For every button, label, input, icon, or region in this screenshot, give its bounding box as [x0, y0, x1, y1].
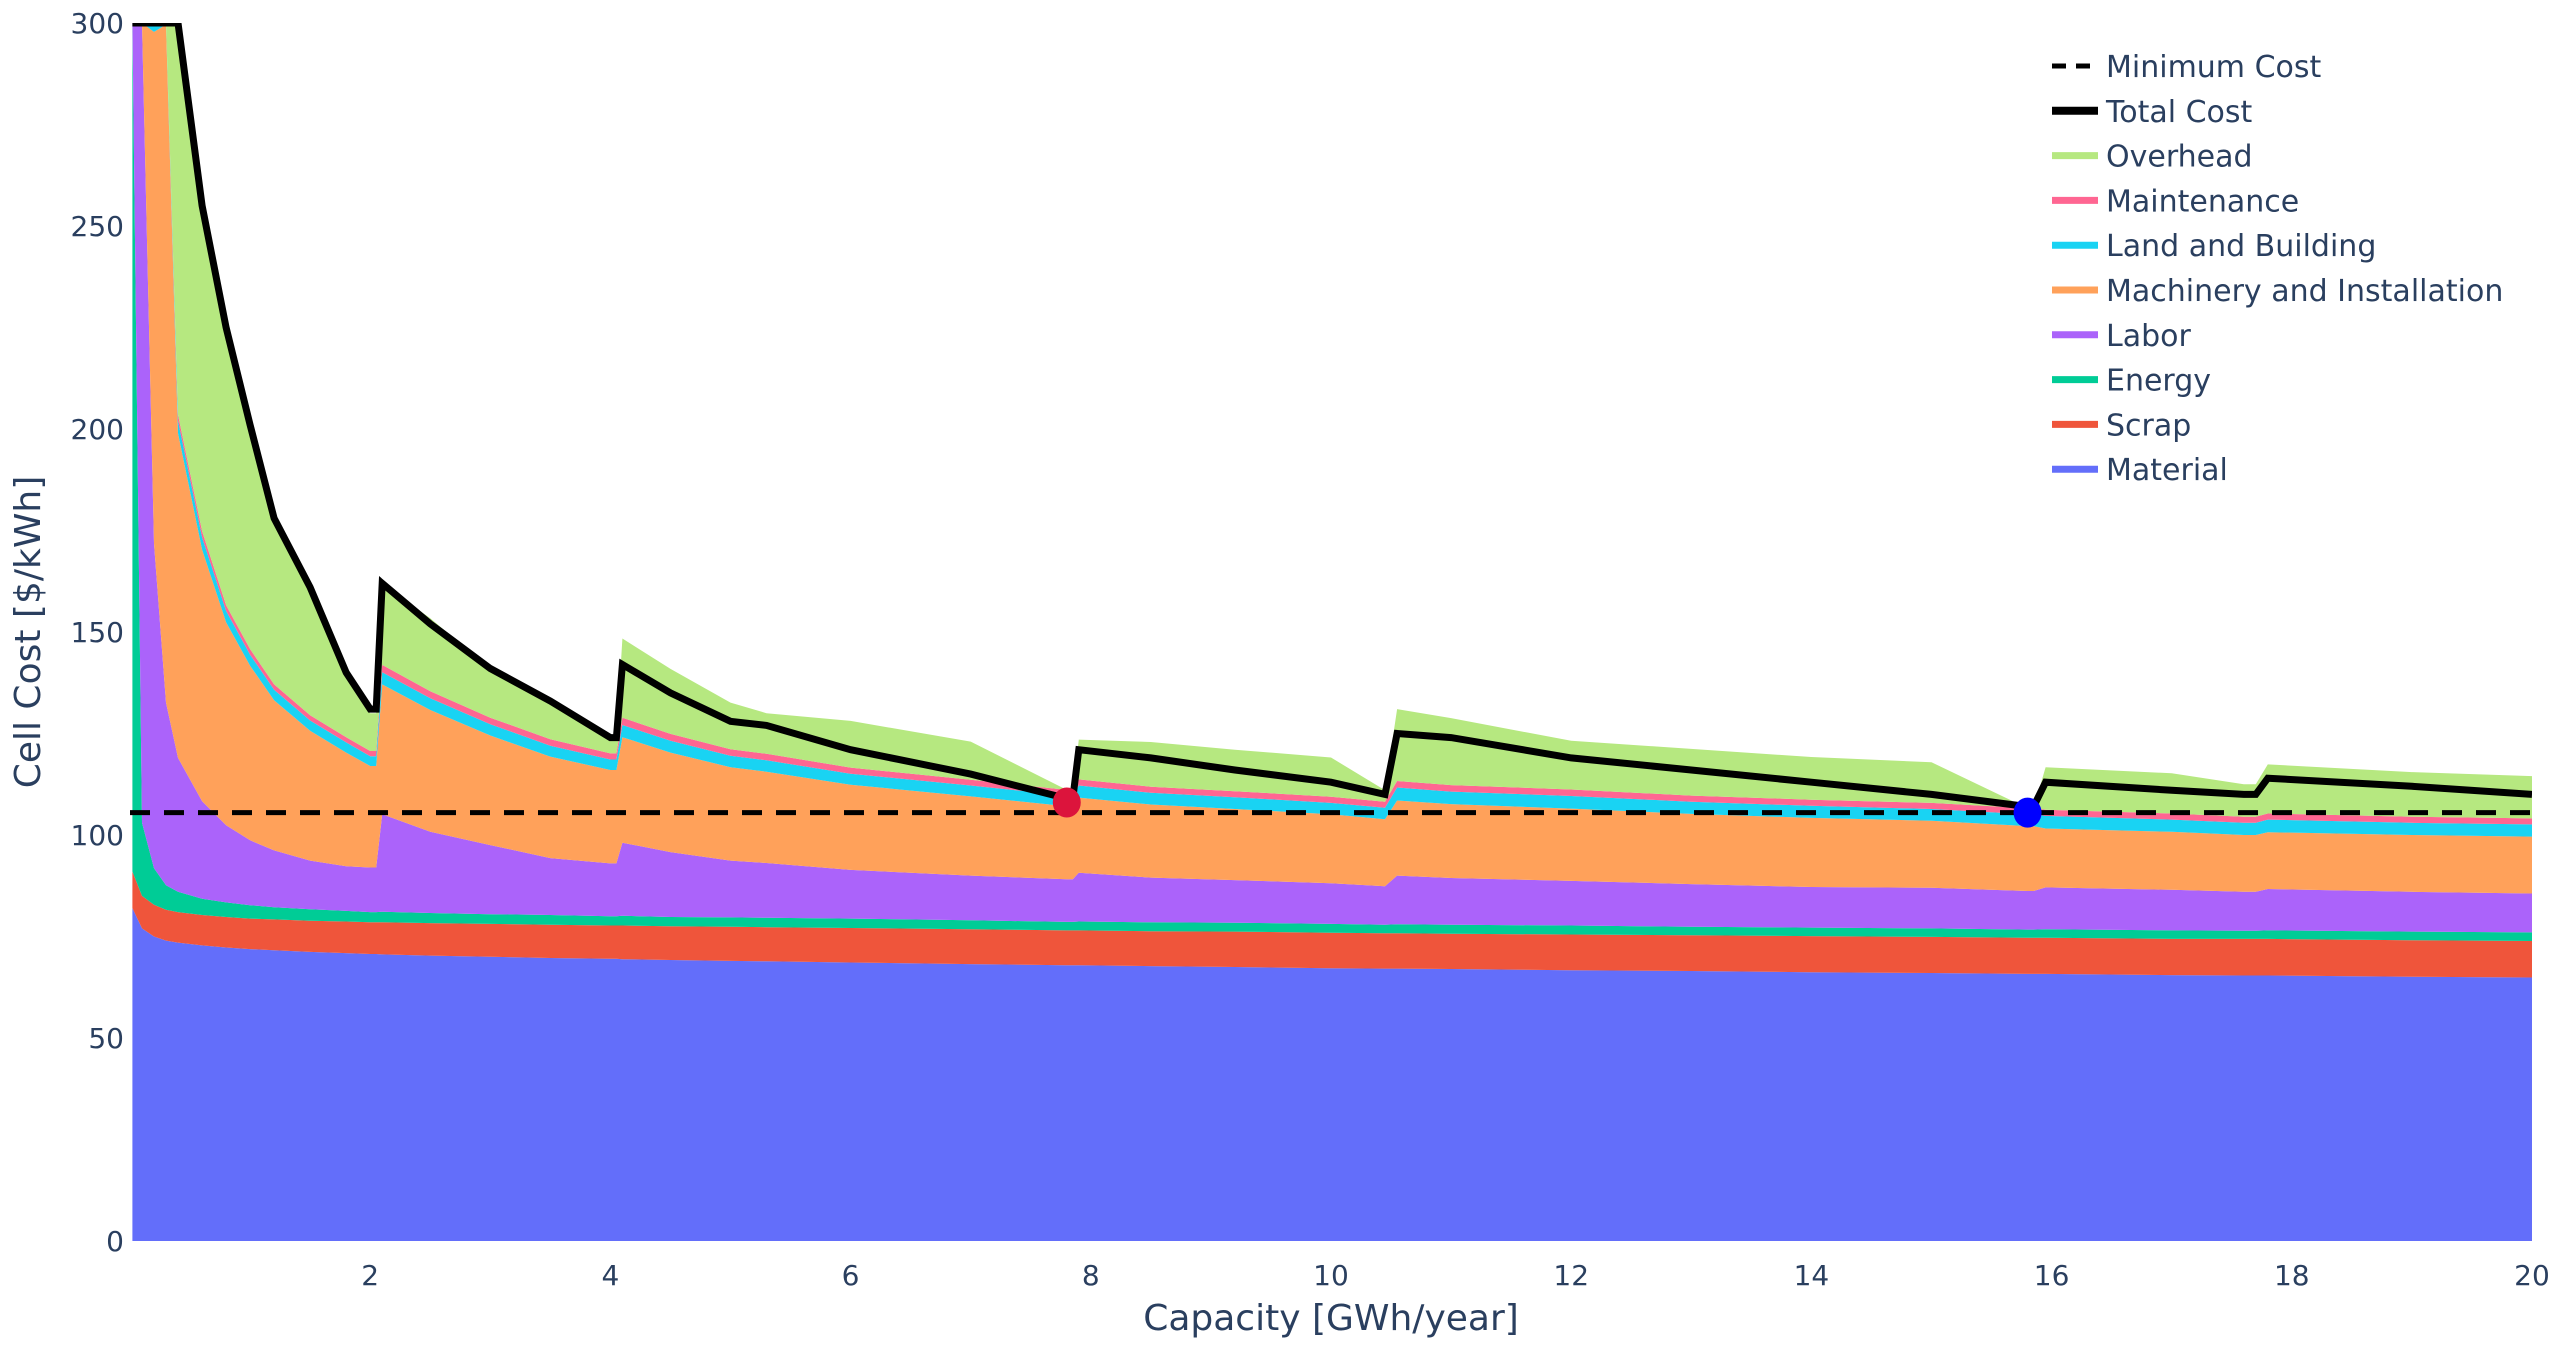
- y-tick-label: 200: [71, 413, 124, 446]
- y-tick-label: 0: [106, 1225, 124, 1258]
- x-tick-label: 8: [1082, 1259, 1100, 1292]
- x-axis-title: Capacity [GWh/year]: [1143, 1298, 1519, 1339]
- x-tick-label: 20: [2514, 1259, 2550, 1292]
- legend-label: Scrap: [2106, 408, 2191, 443]
- x-axis-ticks: 2 4 6 8 10 12 14 16 18 20: [361, 1259, 2550, 1292]
- x-tick-label: 16: [2034, 1259, 2070, 1292]
- legend-item[interactable]: Land and Building: [2052, 229, 2376, 264]
- legend-label: Total Cost: [2105, 95, 2253, 130]
- legend-item[interactable]: Energy: [2052, 364, 2211, 399]
- legend-label: Overhead: [2106, 140, 2253, 175]
- area-overhead: [132, 23, 2532, 819]
- stacked-areas: [132, 23, 2532, 1241]
- legend: Minimum Cost Total Cost Overhead Maintenanc…: [2052, 50, 2503, 488]
- legend-item[interactable]: Scrap: [2052, 408, 2191, 443]
- x-tick-label: 10: [1313, 1259, 1349, 1292]
- legend-label: Machinery and Installation: [2106, 274, 2503, 309]
- legend-label: Minimum Cost: [2106, 50, 2321, 85]
- legend-item[interactable]: Material: [2052, 453, 2228, 488]
- x-tick-label: 2: [361, 1259, 379, 1292]
- markers: [1052, 787, 2042, 828]
- y-tick-label: 100: [71, 819, 124, 852]
- area-material: [132, 908, 2532, 1241]
- y-tick-label: 50: [88, 1022, 124, 1055]
- legend-item[interactable]: Total Cost: [2052, 95, 2253, 130]
- x-tick-label: 14: [1794, 1259, 1830, 1292]
- legend-item[interactable]: Machinery and Installation: [2052, 274, 2503, 309]
- y-tick-label: 150: [71, 616, 124, 649]
- legend-item[interactable]: Labor: [2052, 319, 2191, 354]
- y-axis-title: Cell Cost [$/kWh]: [8, 476, 49, 789]
- x-tick-label: 12: [1553, 1259, 1589, 1292]
- legend-item[interactable]: Maintenance: [2052, 184, 2299, 219]
- area-scrap: [132, 871, 2532, 978]
- marker-point: [2013, 797, 2042, 828]
- legend-item[interactable]: Overhead: [2052, 140, 2253, 175]
- y-tick-label: 250: [71, 210, 124, 243]
- x-tick-label: 6: [842, 1259, 860, 1292]
- legend-label: Energy: [2106, 364, 2211, 399]
- y-axis-ticks: 0 50 100 150 200 250 300: [71, 7, 124, 1258]
- legend-label: Land and Building: [2106, 229, 2376, 264]
- marker-point: [1052, 787, 1081, 818]
- x-tick-label: 4: [601, 1259, 619, 1292]
- y-tick-label: 300: [71, 7, 124, 40]
- legend-label: Maintenance: [2106, 184, 2299, 219]
- area-machinery-and-installation: [132, 23, 2532, 894]
- legend-item[interactable]: Minimum Cost: [2052, 50, 2321, 85]
- legend-label: Labor: [2106, 319, 2191, 354]
- x-tick-label: 18: [2274, 1259, 2310, 1292]
- legend-label: Material: [2106, 453, 2228, 488]
